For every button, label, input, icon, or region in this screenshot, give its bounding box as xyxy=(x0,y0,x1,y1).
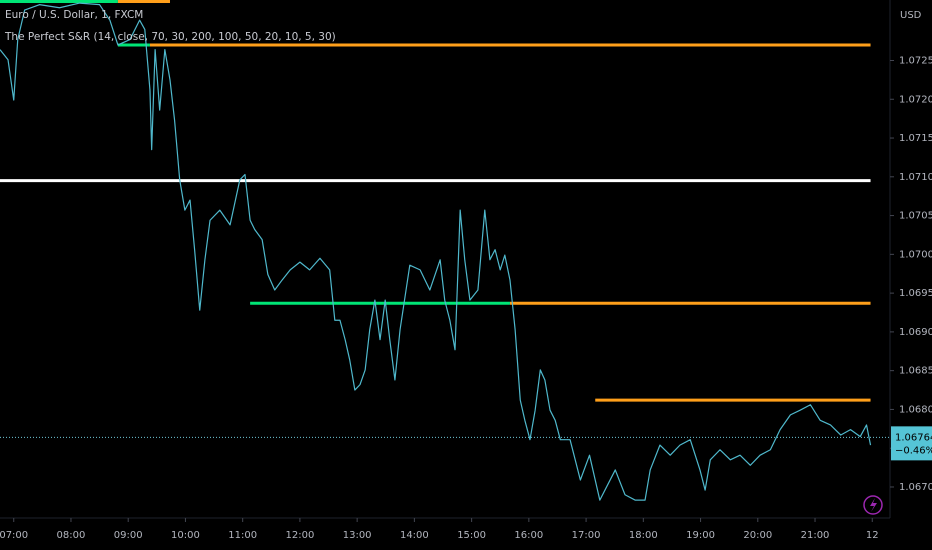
x-tick-label: 12 xyxy=(866,530,879,541)
x-tick-label: 20:00 xyxy=(743,530,772,541)
y-tick-label: 1.06850 xyxy=(899,366,932,377)
x-tick-label: 14:00 xyxy=(400,530,429,541)
x-tick-label: 07:00 xyxy=(0,530,28,541)
y-tick-label: 1.06900 xyxy=(899,327,932,338)
y-tick-label: 1.06800 xyxy=(899,404,932,415)
indicator-label: The Perfect S&R (14, close, 70, 30, 200,… xyxy=(4,31,336,43)
y-tick-label: 1.07200 xyxy=(899,94,932,105)
last-price-box xyxy=(891,426,932,461)
y-tick-label: 1.06950 xyxy=(899,288,932,299)
x-tick-label: 19:00 xyxy=(686,530,715,541)
y-tick-label: 1.07150 xyxy=(899,133,932,144)
x-tick-label: 17:00 xyxy=(572,530,601,541)
x-tick-label: 09:00 xyxy=(114,530,143,541)
x-tick-label: 13:00 xyxy=(343,530,372,541)
alert-icon[interactable] xyxy=(863,495,883,515)
y-tick-label: 1.07050 xyxy=(899,211,932,222)
y-tick-label: 1.06700 xyxy=(899,482,932,493)
x-tick-label: 12:00 xyxy=(285,530,314,541)
last-price-label: 1.06764 xyxy=(895,432,932,443)
x-tick-label: 18:00 xyxy=(629,530,658,541)
alert-icon-bolt[interactable] xyxy=(870,498,877,512)
x-tick-label: 08:00 xyxy=(57,530,86,541)
plot xyxy=(0,0,872,501)
change-label: −0.46% xyxy=(895,445,932,456)
y-tick-label: 1.07100 xyxy=(899,172,932,183)
x-tick-label: 10:00 xyxy=(171,530,200,541)
x-tick-label: 21:00 xyxy=(801,530,830,541)
y-tick-label: 1.07000 xyxy=(899,249,932,260)
x-tick-label: 15:00 xyxy=(457,530,486,541)
x-tick-label: 16:00 xyxy=(514,530,543,541)
currency-label: USD xyxy=(900,10,922,21)
x-tick-label: 11:00 xyxy=(228,530,257,541)
alert-icon-ring[interactable] xyxy=(863,495,883,515)
chart-title: Euro / U.S. Dollar, 1, FXCM xyxy=(5,9,143,21)
price-line xyxy=(0,2,872,501)
